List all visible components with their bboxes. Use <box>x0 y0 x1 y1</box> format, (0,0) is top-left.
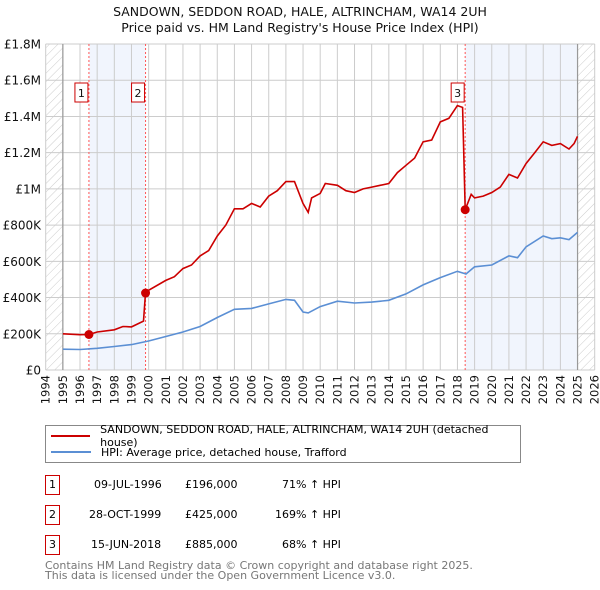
x-tick-label: 2004 <box>210 375 224 404</box>
legend-swatch-hpi <box>51 451 91 453</box>
x-tick-label: 2008 <box>279 375 293 404</box>
y-tick-label: £1.4M <box>4 110 41 124</box>
hatched-range <box>577 44 595 370</box>
x-tick-label: 2020 <box>485 375 499 404</box>
hatched-range <box>45 44 63 370</box>
x-tick-label: 2019 <box>468 375 482 404</box>
x-tick-label: 2017 <box>433 375 447 404</box>
x-tick-label: 1997 <box>90 375 104 404</box>
footer-licence: This data is licensed under the Open Gov… <box>45 569 396 582</box>
x-tick-label: 2014 <box>382 375 396 404</box>
legend-label-property: SANDOWN, SEDDON ROAD, HALE, ALTRINCHAM, … <box>100 423 489 449</box>
x-tick-label: 2016 <box>416 375 430 404</box>
y-tick-label: £800K <box>3 219 43 233</box>
transaction-marker: 2 <box>45 505 60 525</box>
footer-copyright: Contains HM Land Registry data © Crown c… <box>45 559 473 572</box>
x-tick-label: 1996 <box>73 375 87 404</box>
transaction-hpi: 68% ↑ HPI <box>282 538 341 551</box>
x-tick-label: 2002 <box>176 375 190 404</box>
x-tick-label: 2024 <box>553 375 567 404</box>
sale-label: 2 <box>135 87 142 100</box>
x-tick-label: 2001 <box>159 375 173 404</box>
transaction-marker: 3 <box>45 535 60 555</box>
transaction-price: £196,000 <box>185 478 238 491</box>
sale-point <box>460 205 470 215</box>
legend: SANDOWN, SEDDON ROAD, HALE, ALTRINCHAM, … <box>45 423 521 463</box>
transaction-hpi: 169% ↑ HPI <box>275 508 341 521</box>
sale-point <box>141 288 151 298</box>
x-tick-label: 2010 <box>313 375 327 404</box>
x-tick-label: 1998 <box>107 375 121 404</box>
x-tick-label: 2012 <box>348 375 362 404</box>
sale-point <box>84 330 94 340</box>
sale-label-box <box>450 82 465 103</box>
hpi-line <box>62 231 579 351</box>
legend-swatch-property <box>51 435 91 437</box>
sale-label: 3 <box>454 87 461 100</box>
x-tick-label: 1995 <box>56 375 70 404</box>
x-tick-label: 2023 <box>536 375 550 404</box>
x-tick-label: 2022 <box>519 375 533 404</box>
transaction-row: 1 09-JUL-1996 £196,000 71% ↑ HPI <box>45 475 445 495</box>
y-tick-label: £200K <box>3 327 43 341</box>
x-tick-label: 2003 <box>193 375 207 404</box>
transaction-date: 28-OCT-1999 <box>89 508 162 521</box>
y-tick-label: £0 <box>26 364 41 378</box>
transaction-date: 09-JUL-1996 <box>94 478 162 491</box>
y-tick-label: £1.6M <box>4 74 41 88</box>
x-tick-label: 2025 <box>571 375 585 404</box>
y-tick-label: £1.8M <box>4 38 41 52</box>
x-tick-label: 2015 <box>399 375 413 404</box>
x-tick-label: 2009 <box>296 375 310 404</box>
chart-title: SANDOWN, SEDDON ROAD, HALE, ALTRINCHAM, … <box>113 4 487 19</box>
x-tick-label: 2013 <box>365 375 379 404</box>
y-tick-label: £600K <box>3 255 43 269</box>
x-tick-label: 2000 <box>142 375 156 404</box>
sale-label-box <box>74 82 89 103</box>
x-tick-label: 2026 <box>588 375 600 404</box>
shaded-range <box>465 44 578 370</box>
transaction-row: 3 15-JUN-2018 £885,000 68% ↑ HPI <box>45 535 445 555</box>
x-tick-label: 1994 <box>39 375 53 404</box>
transaction-marker: 1 <box>45 475 60 495</box>
y-tick-label: £400K <box>3 291 43 305</box>
x-tick-label: 2007 <box>262 375 276 404</box>
y-tick-label: £1.2M <box>4 146 41 160</box>
transaction-hpi: 71% ↑ HPI <box>282 478 341 491</box>
transaction-price: £425,000 <box>185 508 238 521</box>
legend-label-hpi: HPI: Average price, detached house, Traf… <box>101 445 347 459</box>
transaction-date: 15-JUN-2018 <box>91 538 162 551</box>
x-tick-label: 2021 <box>502 375 516 404</box>
property-price-line <box>62 104 579 336</box>
x-tick-label: 2005 <box>227 375 241 404</box>
x-tick-label: 2011 <box>330 375 344 404</box>
transaction-row: 2 28-OCT-1999 £425,000 169% ↑ HPI <box>45 505 445 525</box>
x-tick-label: 2018 <box>450 375 464 404</box>
chart-subtitle: Price paid vs. HM Land Registry's House … <box>121 20 479 35</box>
sale-label: 1 <box>78 87 85 100</box>
y-tick-label: £1M <box>15 182 41 196</box>
transaction-price: £885,000 <box>185 538 238 551</box>
x-tick-label: 2006 <box>245 375 259 404</box>
x-tick-label: 1999 <box>124 375 138 404</box>
sale-label-box <box>131 82 146 103</box>
